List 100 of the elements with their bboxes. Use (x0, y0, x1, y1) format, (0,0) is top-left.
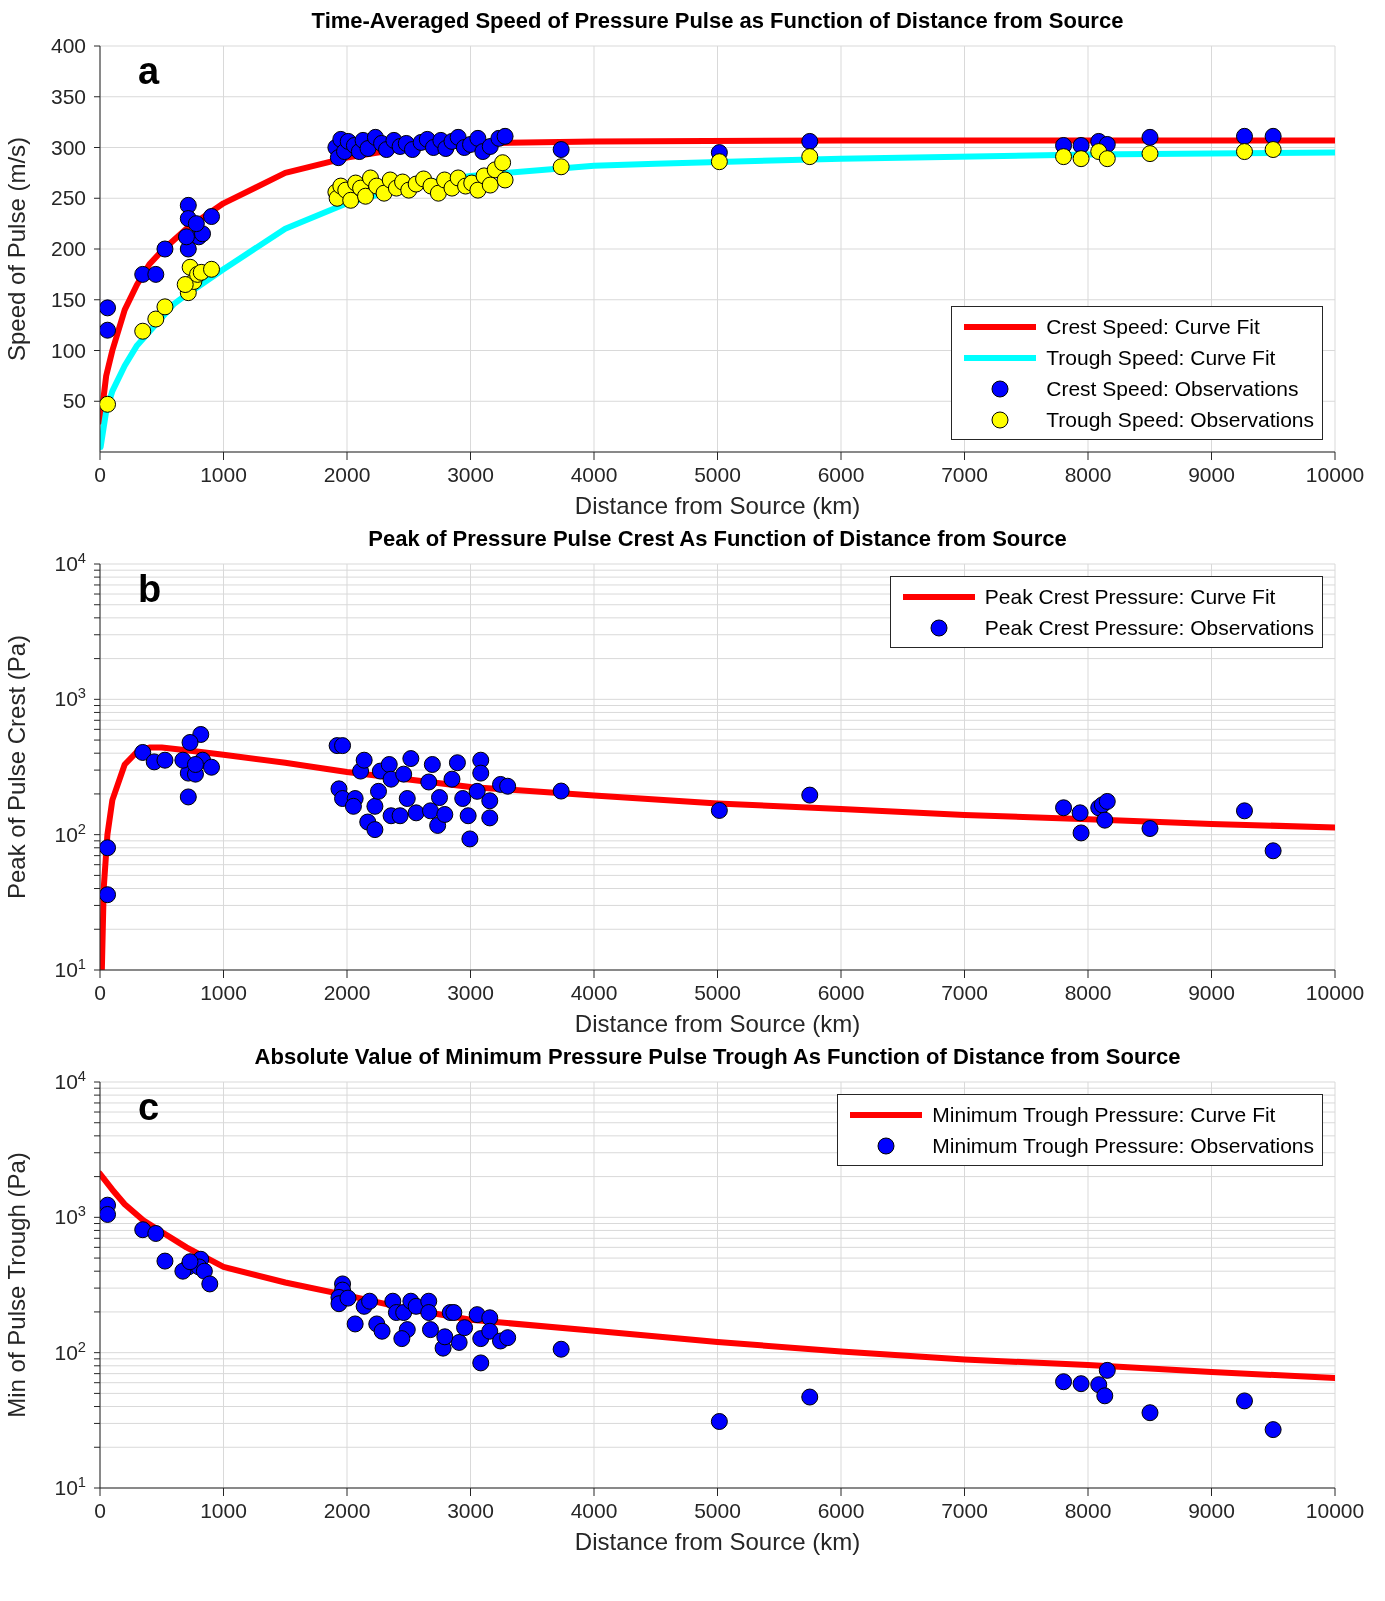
point (1055, 148, 1073, 166)
point (100, 395, 117, 413)
x-axis-title: Distance from Source (km) (574, 1010, 861, 1037)
x-tick-label: 0 (94, 463, 106, 486)
point (201, 1275, 219, 1293)
y-tick-label: 300 (50, 135, 86, 159)
y-tick-label: 10$^{2}$ (54, 820, 86, 846)
point (1072, 1375, 1090, 1393)
legend-label: Crest Speed: Observations (1046, 376, 1299, 401)
point (496, 171, 514, 189)
y-tick-label: 10$^{4}$ (54, 1068, 86, 1093)
x-tick-label: 9000 (1188, 1499, 1235, 1522)
point (339, 1289, 357, 1307)
y-axis-title: Peak of Pulse Crest (Pa) (2, 634, 30, 900)
x-tick-label: 7000 (941, 981, 988, 1004)
y-tick-label: 10$^{1}$ (54, 1474, 86, 1499)
point (436, 1328, 454, 1346)
point (552, 158, 570, 176)
y-tick-label: 10$^{4}$ (54, 550, 86, 575)
point (710, 1413, 728, 1430)
point (156, 1252, 174, 1270)
point (393, 1330, 411, 1348)
y-tick-label: 10$^{3}$ (54, 685, 86, 711)
legend-label: Trough Speed: Curve Fit (1046, 345, 1276, 370)
y-axis-title: Speed of Pulse (m/s) (2, 136, 30, 362)
x-tick-label: 1000 (200, 463, 247, 486)
point (361, 1292, 379, 1310)
point (187, 215, 205, 233)
x-tick-label: 10000 (1305, 463, 1365, 486)
point (373, 1322, 391, 1340)
y-tick-label: 200 (50, 237, 86, 260)
point (456, 1319, 474, 1337)
y-axis-title: Min of Pulse Trough (Pa) (2, 1152, 30, 1418)
y-tick-label: 400 (50, 34, 86, 57)
x-tick-label: 2000 (323, 1499, 371, 1522)
point (177, 228, 195, 246)
point (1096, 1387, 1114, 1405)
point (420, 1304, 438, 1322)
point (100, 1205, 117, 1223)
x-tick-label: 10000 (1305, 1499, 1365, 1522)
x-tick-label: 8000 (1064, 463, 1112, 486)
x-tick-label: 2000 (323, 463, 371, 486)
point (445, 1304, 463, 1322)
point (801, 1388, 819, 1406)
y-tick-label: 100 (50, 338, 86, 362)
y-tick-label: 250 (50, 186, 86, 210)
point (147, 265, 165, 283)
x-tick-label: 6000 (817, 981, 865, 1004)
point (1141, 145, 1159, 163)
point (100, 321, 117, 339)
x-tick-label: 3000 (447, 981, 494, 1004)
point (494, 154, 512, 172)
x-tick-label: 7000 (941, 463, 988, 486)
point (496, 127, 514, 145)
point (552, 141, 570, 159)
panel-letter: a (138, 50, 160, 93)
point (481, 1322, 499, 1340)
point (481, 176, 499, 194)
y-tick-label: 50 (62, 389, 86, 413)
y-tick-label: 10$^{2}$ (54, 1338, 86, 1364)
x-tick-label: 3000 (447, 463, 494, 486)
x-tick-label: 5000 (694, 1499, 741, 1522)
x-tick-label: 1000 (200, 1499, 247, 1522)
x-tick-label: 0 (94, 1499, 106, 1522)
x-tick-label: 2000 (323, 981, 371, 1004)
point (710, 153, 728, 171)
legend-label: Minimum Trough Pressure: Curve Fit (932, 1102, 1276, 1127)
point (1072, 150, 1090, 168)
point (203, 208, 221, 226)
point (181, 1253, 199, 1271)
y-tick-label: 350 (50, 84, 86, 108)
point (472, 1354, 490, 1372)
x-tick-label: 9000 (1188, 463, 1235, 486)
point (801, 148, 819, 166)
legend-label: Minimum Trough Pressure: Observations (932, 1133, 1314, 1158)
point (1055, 1373, 1073, 1391)
legend-label: Peak Crest Pressure: Observations (984, 615, 1314, 640)
point (100, 299, 117, 317)
x-tick-label: 10000 (1305, 981, 1365, 1004)
legend-label: Peak Crest Pressure: Curve Fit (984, 584, 1276, 609)
point (134, 322, 152, 340)
x-axis-title: Distance from Source (km) (574, 492, 861, 519)
x-tick-label: 9000 (1188, 981, 1235, 1004)
point (342, 191, 360, 209)
x-tick-label: 3000 (447, 1499, 494, 1522)
point (1235, 1392, 1253, 1410)
chart-title: Peak of Pressure Pulse Crest As Function of Distance from Source (367, 526, 1068, 552)
x-axis-title: Distance from Source (km) (574, 1528, 861, 1555)
point (1098, 1361, 1116, 1379)
point (357, 187, 375, 205)
point (147, 1224, 165, 1242)
x-tick-label: 8000 (1064, 981, 1112, 1004)
point (801, 132, 819, 150)
point (450, 1333, 468, 1351)
point (156, 298, 174, 316)
x-tick-label: 5000 (694, 463, 741, 486)
point (203, 260, 221, 278)
point (499, 1329, 517, 1347)
x-tick-label: 5000 (694, 981, 741, 1004)
point (147, 310, 165, 328)
